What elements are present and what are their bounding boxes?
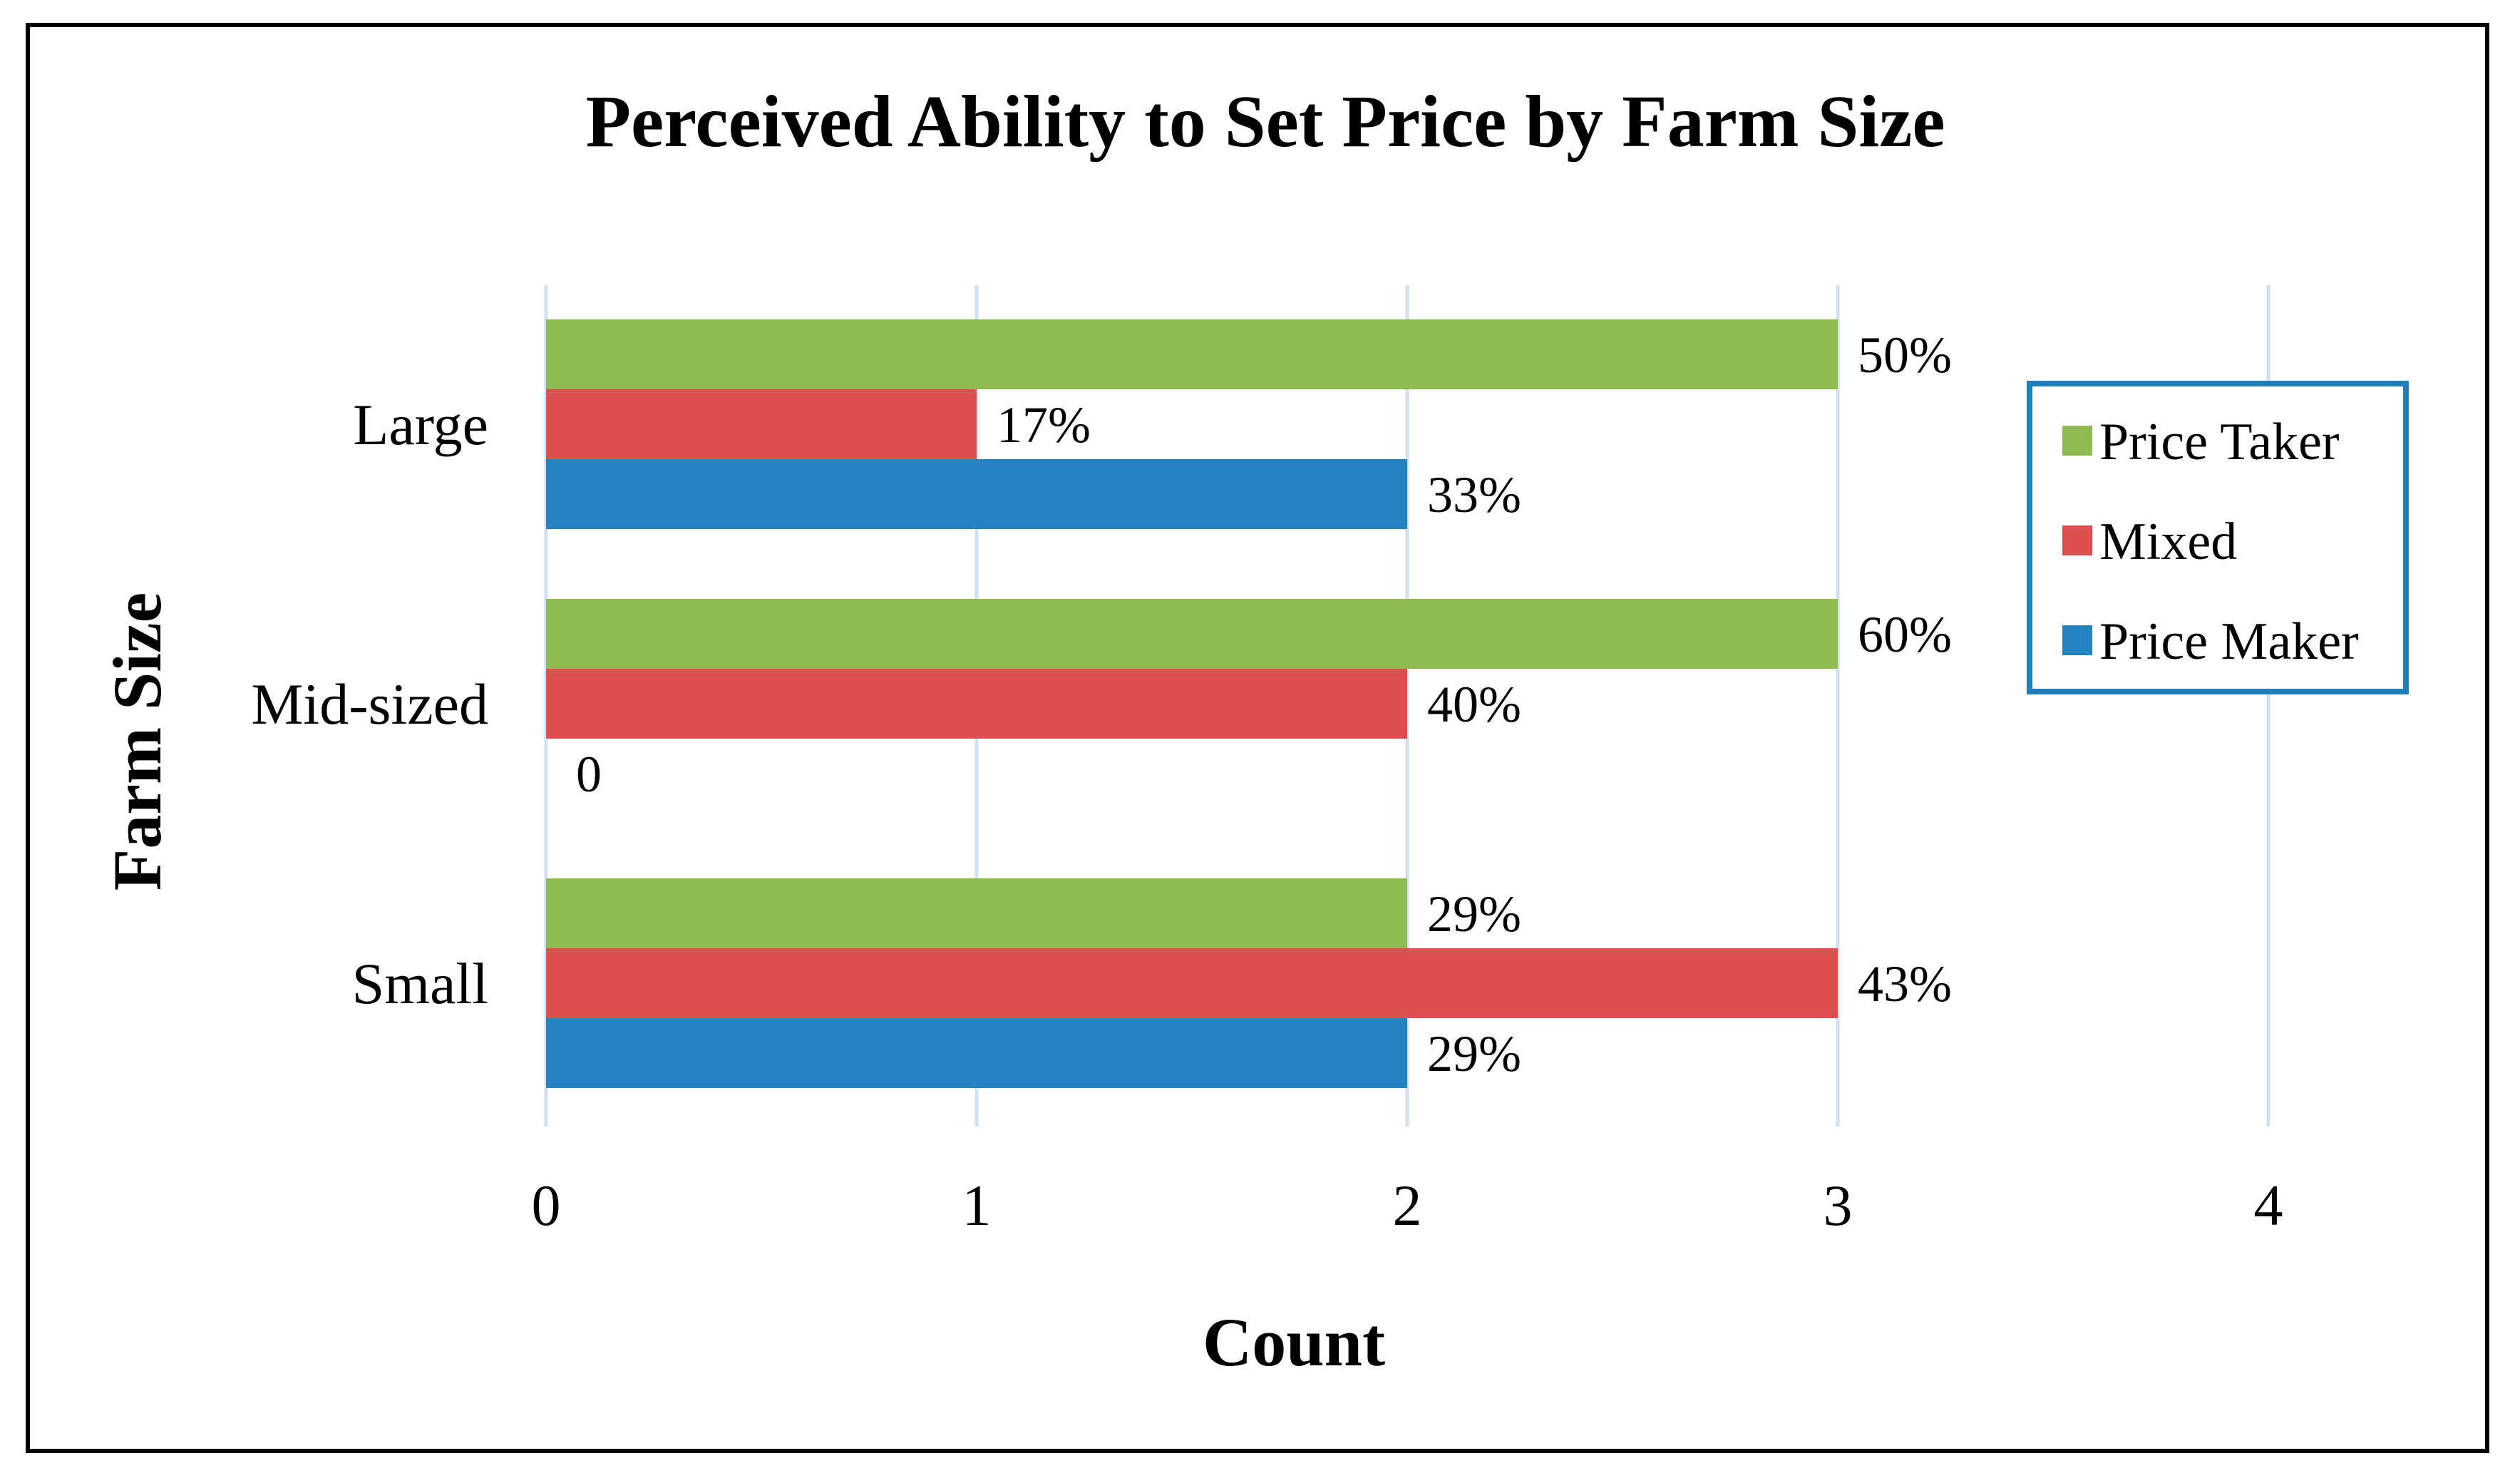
bar-small-price-maker	[546, 1018, 1407, 1088]
x-axis-title: Count	[1203, 1304, 1385, 1380]
chart-title: Perceived Ability to Set Price by Farm S…	[585, 81, 1945, 163]
category-label-large: Large	[353, 392, 488, 457]
category-label-small: Small	[352, 951, 488, 1016]
data-label-small-price-taker: 29%	[1427, 886, 1521, 943]
bar-large-price-maker	[546, 459, 1407, 529]
data-label-large-price-maker: 33%	[1427, 466, 1521, 523]
x-tick-label-1: 1	[962, 1173, 992, 1238]
category-label-mid-sized: Mid-sized	[252, 672, 488, 737]
data-label-mid-sized-price-taker: 60%	[1858, 606, 1952, 663]
data-label-small-price-maker: 29%	[1427, 1025, 1521, 1082]
legend-label-price-taker: Price Taker	[2099, 413, 2340, 471]
legend-label-price-maker: Price Maker	[2099, 612, 2359, 671]
bar-small-price-taker	[546, 878, 1407, 948]
bar-mid-sized-price-taker	[546, 599, 1838, 669]
x-tick-label-2: 2	[1393, 1173, 1422, 1238]
legend-swatch-price-maker	[2062, 625, 2092, 655]
y-axis-title: Farm Size	[99, 592, 175, 891]
x-tick-label-0: 0	[532, 1173, 561, 1238]
legend-label-mixed: Mixed	[2099, 513, 2237, 571]
bar-mid-sized-mixed	[546, 669, 1407, 739]
bar-small-mixed	[546, 948, 1838, 1018]
legend: Price Taker Mixed Price Maker	[2027, 381, 2409, 694]
bar-large-price-taker	[546, 319, 1838, 389]
data-label-mid-sized-mixed: 40%	[1427, 676, 1521, 733]
bars	[546, 319, 1838, 1088]
category-axis: Large Mid-sized Small	[252, 392, 488, 1016]
legend-swatch-price-taker	[2062, 426, 2092, 456]
value-axis: 0 1 2 3 4	[532, 1173, 2283, 1238]
data-labels: 50% 17% 33% 60% 40% 0 29% 43% 29%	[576, 327, 1952, 1082]
data-label-small-mixed: 43%	[1858, 955, 1952, 1012]
data-label-large-price-taker: 50%	[1858, 327, 1952, 384]
data-label-mid-sized-price-maker: 0	[576, 746, 602, 803]
bar-large-mixed	[546, 389, 977, 459]
legend-swatch-mixed	[2062, 525, 2092, 555]
data-label-large-mixed: 17%	[997, 396, 1091, 453]
x-tick-label-4: 4	[2254, 1173, 2283, 1238]
x-tick-label-3: 3	[1824, 1173, 1853, 1238]
